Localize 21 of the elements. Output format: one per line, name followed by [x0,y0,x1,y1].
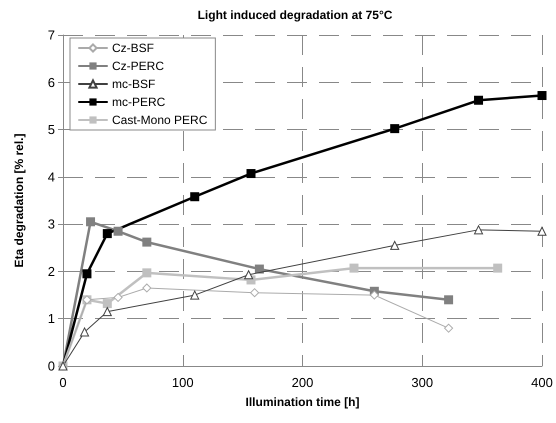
y-tick-label: 3 [48,216,55,232]
y-tick-label: 7 [48,28,55,42]
x-tick-label: 300 [411,375,434,390]
y-tick-label: 5 [48,122,55,138]
x-tick-label: 0 [59,375,67,390]
x-tick-label: 100 [172,375,194,390]
x-axis-title: Illumination time [h] [246,395,360,409]
legend-label: Cz-BSF [112,41,154,55]
legend-label: Cz-PERC [112,59,164,73]
y-axis-title: Eta degradation [% rel.] [12,133,26,268]
chart-title: Light induced degradation at 75°C [198,8,393,22]
legend-label: mc-BSF [112,77,156,91]
y-tick-label: 4 [48,169,55,184]
y-tick-label: 1 [48,311,55,326]
y-tick-label: 0 [48,358,55,374]
legend-label: mc-PERC [112,95,166,109]
legend-label: Cast-Mono PERC [112,113,208,127]
y-tick-label: 6 [48,74,55,90]
x-tick-label: 200 [292,375,314,390]
y-tick-label: 2 [48,264,55,279]
x-tick-label: 400 [531,375,553,390]
